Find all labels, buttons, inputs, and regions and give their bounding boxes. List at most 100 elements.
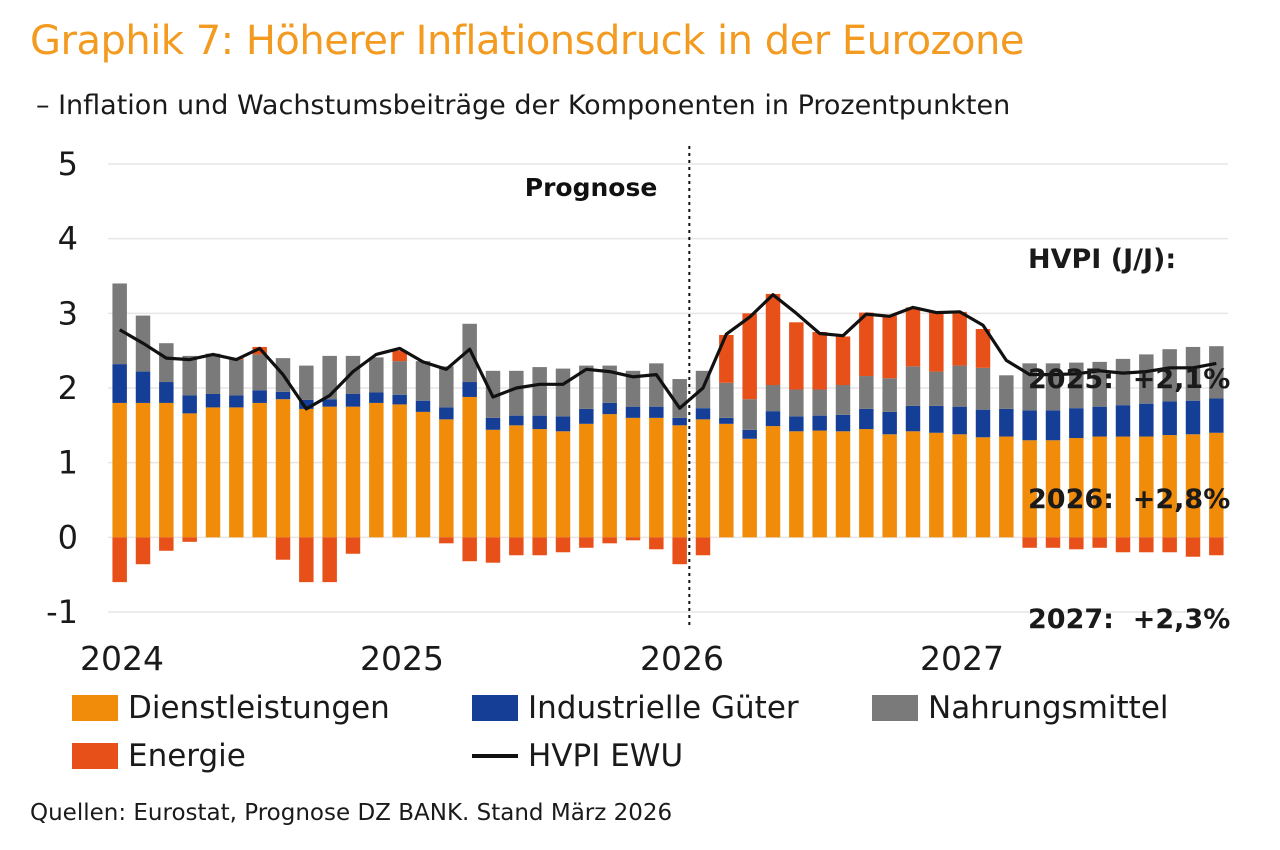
- x-year-label-2024: 2024: [80, 639, 164, 678]
- bar-industrielle-g-ter-30: [812, 415, 827, 431]
- bar-energie-16: [485, 537, 501, 563]
- bar-energie-27: [742, 313, 757, 400]
- bar-industrielle-g-ter-13: [415, 400, 431, 412]
- legend-item-hvpi-ewu: HVPI EWU: [472, 738, 683, 774]
- bar-energie-10: [345, 537, 361, 554]
- bar-nahrungsmittel-36: [952, 365, 967, 407]
- bar-industrielle-g-ter-1: [135, 371, 151, 403]
- legend-swatch-nahrungsmittel: [872, 695, 918, 721]
- bars-layer: [112, 283, 1224, 583]
- bar-industrielle-g-ter-0: [112, 364, 127, 403]
- bar-industrielle-g-ter-26: [719, 417, 734, 424]
- bar-industrielle-g-ter-8: [299, 399, 314, 409]
- bar-dienstleistungen-13: [415, 411, 431, 538]
- x-axis-year-labels: 2024 2025 2026 2027: [80, 639, 1004, 678]
- legend-item-dienstleistungen: Dienstleistungen: [72, 690, 390, 726]
- bar-energie-44: [1139, 537, 1154, 553]
- bar-dienstleistungen-43: [1115, 436, 1131, 538]
- bar-dienstleistungen-30: [812, 430, 827, 538]
- bar-dienstleistungen-39: [1022, 440, 1037, 538]
- bar-dienstleistungen-18: [532, 429, 547, 538]
- bar-dienstleistungen-27: [742, 438, 757, 538]
- legend-swatch-dienstleistungen: [72, 695, 118, 721]
- bar-energie-12: [392, 350, 407, 362]
- bar-dienstleistungen-2: [159, 402, 174, 538]
- bar-industrielle-g-ter-4: [205, 393, 221, 408]
- bar-industrielle-g-ter-19: [555, 416, 571, 432]
- bar-industrielle-g-ter-37: [975, 409, 991, 438]
- bar-energie-47: [1209, 537, 1224, 556]
- bar-nahrungsmittel-17: [509, 370, 524, 416]
- y-tick-label: 4: [58, 220, 78, 258]
- bar-nahrungsmittel-28: [765, 385, 781, 412]
- bar-industrielle-g-ter-47: [1209, 398, 1224, 433]
- legend-line-hvpi-ewu: [472, 754, 518, 758]
- bar-industrielle-g-ter-14: [439, 407, 454, 420]
- bar-industrielle-g-ter-39: [1022, 410, 1037, 441]
- bar-industrielle-g-ter-20: [579, 408, 594, 424]
- bar-energie-17: [509, 537, 524, 556]
- bar-industrielle-g-ter-3: [182, 395, 197, 414]
- bar-nahrungsmittel-19: [555, 368, 571, 417]
- bar-nahrungsmittel-43: [1115, 358, 1131, 406]
- bar-nahrungsmittel-11: [369, 357, 384, 393]
- bar-industrielle-g-ter-6: [252, 390, 267, 403]
- bar-nahrungsmittel-10: [345, 355, 361, 394]
- bar-energie-28: [765, 293, 781, 386]
- hvpi-annual-box: HVPI (J/J): 2025: +2,1% 2026: +2,8% 2027…: [1028, 160, 1230, 680]
- bar-energie-18: [532, 537, 547, 556]
- bar-nahrungsmittel-2: [159, 343, 174, 383]
- bar-dienstleistungen-6: [252, 402, 267, 538]
- bar-nahrungsmittel-45: [1162, 349, 1177, 402]
- bar-nahrungsmittel-47: [1209, 346, 1224, 399]
- bar-industrielle-g-ter-45: [1162, 401, 1177, 436]
- hvpi-box-2025: 2025: +2,1%: [1028, 364, 1231, 395]
- bar-industrielle-g-ter-29: [789, 416, 804, 432]
- bar-dienstleistungen-41: [1069, 438, 1084, 538]
- bar-industrielle-g-ter-11: [369, 392, 384, 403]
- bar-nahrungsmittel-21: [602, 365, 617, 403]
- bar-industrielle-g-ter-38: [999, 408, 1014, 437]
- bar-nahrungsmittel-29: [789, 389, 804, 417]
- bar-energie-25: [695, 537, 711, 556]
- bar-dienstleistungen-9: [322, 406, 337, 538]
- bar-industrielle-g-ter-22: [625, 406, 641, 418]
- bar-energie-39: [1022, 537, 1037, 548]
- bar-dienstleistungen-20: [579, 423, 594, 538]
- bar-dienstleistungen-3: [182, 413, 197, 538]
- bar-nahrungsmittel-42: [1092, 361, 1107, 407]
- hvpi-box-heading: HVPI (J/J):: [1028, 244, 1177, 275]
- bar-dienstleistungen-23: [649, 417, 664, 538]
- legend-swatch-energie: [72, 743, 118, 769]
- bar-industrielle-g-ter-23: [649, 406, 664, 418]
- bar-dienstleistungen-36: [952, 434, 967, 538]
- bar-energie-3: [182, 537, 197, 542]
- legend-label-hvpi-ewu: HVPI EWU: [528, 738, 684, 774]
- bar-nahrungsmittel-37: [975, 367, 991, 410]
- bar-dienstleistungen-40: [1045, 440, 1061, 538]
- bar-dienstleistungen-25: [695, 419, 711, 538]
- bar-industrielle-g-ter-43: [1115, 405, 1131, 437]
- bar-nahrungsmittel-8: [299, 365, 314, 400]
- y-axis-ticks: -1 0 1 2 3 4 5: [46, 145, 78, 631]
- bar-dienstleistungen-24: [672, 425, 687, 538]
- bar-industrielle-g-ter-21: [602, 402, 617, 415]
- bar-industrielle-g-ter-16: [485, 417, 501, 430]
- bar-nahrungsmittel-15: [462, 323, 477, 383]
- bar-dienstleistungen-4: [205, 407, 221, 538]
- bar-dienstleistungen-26: [719, 423, 734, 538]
- x-year-label-2025: 2025: [360, 639, 444, 678]
- bar-industrielle-g-ter-25: [695, 408, 711, 420]
- bar-dienstleistungen-44: [1139, 436, 1154, 538]
- bar-nahrungsmittel-24: [672, 379, 687, 418]
- bar-industrielle-g-ter-46: [1185, 400, 1201, 435]
- bar-industrielle-g-ter-12: [392, 394, 407, 405]
- y-tick-label: 1: [58, 444, 78, 482]
- bar-energie-15: [462, 537, 477, 562]
- bar-energie-35: [929, 311, 944, 372]
- bar-dienstleistungen-45: [1162, 435, 1177, 538]
- legend-swatch-industrielle-gueter: [472, 695, 518, 721]
- y-tick-label: 3: [58, 294, 78, 332]
- bar-dienstleistungen-10: [345, 406, 361, 538]
- bar-dienstleistungen-34: [905, 431, 921, 538]
